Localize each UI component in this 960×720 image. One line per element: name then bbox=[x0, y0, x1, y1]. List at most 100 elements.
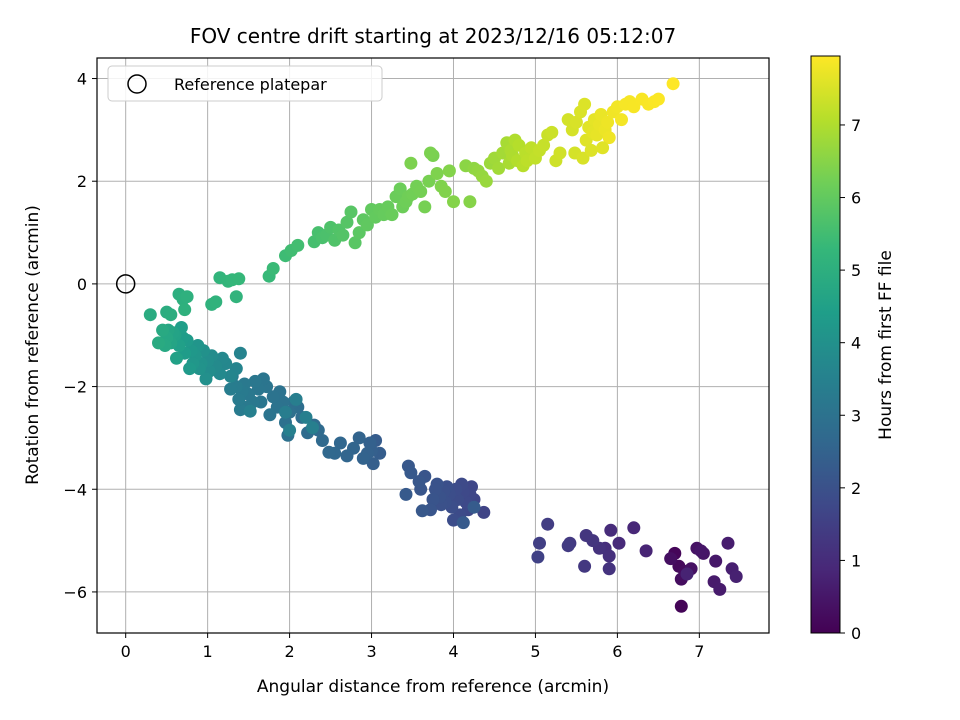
scatter-point bbox=[393, 182, 407, 196]
scatter-point bbox=[399, 487, 413, 501]
scatter-point bbox=[333, 436, 347, 450]
y-axis: −6 −4 −2 0 2 4 bbox=[63, 70, 97, 602]
y-tick-label: −2 bbox=[63, 378, 87, 397]
y-tick-label: −4 bbox=[63, 480, 87, 499]
x-tick-label: 6 bbox=[612, 642, 622, 661]
x-tick-label: 2 bbox=[284, 642, 294, 661]
scatter-point bbox=[666, 77, 680, 91]
scatter-point bbox=[602, 549, 616, 563]
colorbar-axis: 0 1 2 3 4 5 6 7 bbox=[840, 116, 861, 643]
reference-point-marker bbox=[115, 274, 136, 294]
scatter-point bbox=[266, 390, 280, 404]
x-tick-label: 3 bbox=[366, 642, 376, 661]
scatter-point bbox=[340, 449, 354, 463]
colorbar-tick-label: 4 bbox=[851, 334, 861, 353]
scatter-point bbox=[283, 423, 297, 437]
scatter-point bbox=[713, 582, 727, 596]
scatter-point bbox=[604, 523, 618, 537]
scatter-point bbox=[578, 97, 592, 111]
scatter-point bbox=[601, 115, 615, 129]
y-axis-title: Rotation from reference (arcmin) bbox=[23, 205, 43, 485]
scatter-point bbox=[232, 272, 246, 286]
scatter-point bbox=[477, 505, 491, 519]
scatter-point bbox=[438, 185, 452, 198]
scatter-point bbox=[533, 536, 546, 550]
legend-marker bbox=[127, 74, 147, 94]
scatter-point bbox=[170, 351, 183, 365]
colorbar-tick-label: 2 bbox=[851, 479, 861, 498]
scatter-series bbox=[143, 77, 743, 613]
scatter-point bbox=[627, 521, 641, 535]
colorbar-tick-label: 5 bbox=[851, 261, 861, 280]
legend: Reference platepar bbox=[107, 65, 383, 102]
scatter-point bbox=[232, 392, 246, 406]
scatter-point bbox=[561, 539, 575, 553]
scatter-point bbox=[363, 436, 377, 450]
scatter-point bbox=[584, 143, 598, 157]
scatter-point bbox=[156, 323, 170, 337]
colorbar-title: Hours from first FF file bbox=[876, 250, 896, 440]
x-axis-title: Angular distance from reference (arcmin) bbox=[257, 677, 609, 697]
scatter-point bbox=[627, 100, 641, 114]
scatter-point bbox=[243, 404, 257, 418]
scatter-point bbox=[344, 205, 358, 219]
scatter-point bbox=[422, 174, 436, 188]
x-tick-label: 7 bbox=[694, 642, 704, 661]
x-axis: 0 1 2 3 4 5 6 7 bbox=[121, 633, 704, 661]
y-tick-label: 0 bbox=[77, 275, 87, 294]
scatter-point bbox=[348, 236, 362, 250]
scatter-point bbox=[424, 146, 437, 160]
scatter-point bbox=[404, 156, 418, 170]
scatter-point bbox=[569, 115, 583, 129]
scatter-point bbox=[404, 466, 418, 480]
scatter-point bbox=[183, 362, 197, 376]
scatter-point bbox=[291, 238, 305, 252]
scatter-point bbox=[545, 125, 559, 139]
scatter-point bbox=[579, 529, 593, 542]
scatter-point bbox=[152, 336, 165, 350]
scatter-point bbox=[352, 431, 366, 445]
scatter-point bbox=[426, 493, 440, 506]
scatter-point bbox=[306, 421, 319, 435]
colorbar-gradient bbox=[810, 55, 841, 634]
y-tick-label: 2 bbox=[77, 172, 87, 191]
scatter-point bbox=[366, 457, 380, 471]
scatter-point bbox=[233, 346, 247, 360]
scatter-point bbox=[266, 262, 280, 275]
scatter-point bbox=[224, 369, 238, 383]
scatter-point bbox=[596, 141, 610, 155]
scatter-point bbox=[680, 567, 694, 581]
scatter-point bbox=[694, 544, 708, 558]
scatter-point bbox=[199, 372, 213, 386]
scatter-point bbox=[463, 195, 477, 209]
scatter-point bbox=[651, 92, 665, 106]
scatter-point bbox=[447, 513, 460, 527]
scatter-point bbox=[289, 392, 303, 406]
chart-title: FOV centre drift starting at 2023/12/16 … bbox=[190, 24, 676, 48]
scatter-point bbox=[336, 228, 350, 242]
scatter-point bbox=[233, 403, 247, 417]
scatter-point bbox=[709, 554, 723, 568]
scatter-point bbox=[578, 559, 592, 573]
plot-area bbox=[96, 57, 770, 634]
colorbar-tick-label: 7 bbox=[851, 116, 861, 135]
scatter-point bbox=[224, 382, 238, 396]
scatter-point bbox=[385, 208, 399, 222]
scatter-point bbox=[418, 200, 432, 214]
scatter-point bbox=[492, 161, 506, 175]
y-tick-label: 4 bbox=[77, 70, 87, 89]
scatter-point bbox=[615, 113, 628, 127]
colorbar-tick-label: 1 bbox=[851, 551, 861, 570]
scatter-point bbox=[664, 552, 678, 566]
colorbar: 0 1 2 3 4 5 6 7 Hours from first FF file bbox=[810, 55, 896, 643]
scatter-point bbox=[322, 445, 336, 459]
scatter-point bbox=[479, 174, 493, 188]
scatter-point bbox=[639, 544, 653, 558]
scatter-point bbox=[360, 218, 374, 232]
scatter-point bbox=[180, 290, 194, 304]
scatter-point bbox=[674, 599, 688, 613]
scatter-point bbox=[279, 405, 292, 419]
x-tick-label: 0 bbox=[121, 642, 131, 661]
legend-label: Reference platepar bbox=[174, 75, 327, 94]
